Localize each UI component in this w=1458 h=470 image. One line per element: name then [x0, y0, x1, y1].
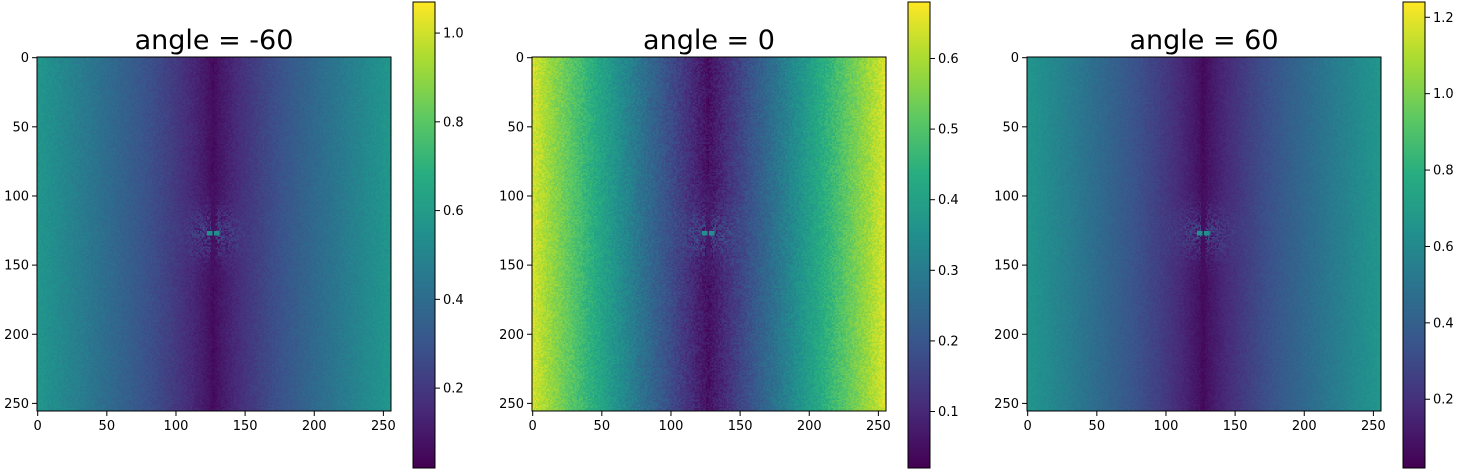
panel-1: angle = -60 0 50 100 150 200 250 0 50 100 150 200…	[4, 1, 464, 469]
colorbar-tick-label: 0.2	[938, 334, 959, 349]
y-tick-label: 50	[1002, 120, 1019, 135]
panel-2-title: angle = 0	[643, 25, 775, 56]
colorbar-tick-label: 0.3	[938, 264, 959, 279]
panel-2-heatmap-image	[532, 57, 886, 411]
x-tick-label: 200	[302, 419, 327, 434]
x-tick-label: 50	[594, 419, 611, 434]
panel-2-plot-frame	[531, 56, 887, 412]
panel-1-heatmap-image	[37, 57, 391, 411]
panel-1-colorbar-image	[413, 2, 435, 468]
colorbar-tick-label: 0.1	[938, 405, 959, 420]
x-tick-label: 100	[659, 419, 684, 434]
panel-1-title: angle = -60	[135, 25, 294, 56]
x-tick-label: 250	[371, 419, 396, 434]
panel-3-plot-frame	[1026, 56, 1382, 412]
panel-1-colorbar-axis: 0.2 0.4 0.6 0.8 1.0	[435, 27, 464, 397]
y-tick-label: 200	[4, 328, 29, 343]
y-tick-label: 50	[12, 120, 29, 135]
x-tick-label: 50	[99, 419, 116, 434]
panel-2-y-axis: 0 50 100 150 200 250	[499, 51, 532, 412]
y-tick-label: 50	[507, 120, 524, 135]
colorbar-tick-label: 0.4	[443, 293, 464, 308]
x-tick-label: 250	[866, 419, 891, 434]
x-tick-label: 250	[1361, 419, 1386, 434]
y-tick-label: 250	[499, 397, 524, 412]
panel-1-colorbar-frame	[412, 1, 436, 469]
y-tick-label: 100	[4, 189, 29, 204]
y-tick-label: 150	[4, 259, 29, 274]
panel-3-colorbar-frame	[1402, 1, 1426, 469]
colorbar-tick-label: 0.6	[1433, 240, 1454, 255]
y-tick-label: 100	[994, 189, 1019, 204]
y-tick-label: 0	[21, 51, 29, 66]
y-tick-label: 250	[994, 397, 1019, 412]
x-tick-label: 150	[233, 419, 258, 434]
y-tick-label: 100	[499, 189, 524, 204]
y-tick-label: 150	[994, 259, 1019, 274]
panel-3-heatmap-image	[1027, 57, 1381, 411]
panel-1-x-axis: 0 50 100 150 200 250	[34, 411, 396, 434]
y-tick-label: 0	[1011, 51, 1019, 66]
panel-3-colorbar-axis: 0.2 0.4 0.6 0.8 1.0 1.2	[1425, 11, 1454, 408]
x-tick-label: 150	[1223, 419, 1248, 434]
panel-2-colorbar-image	[908, 2, 930, 468]
colorbar-tick-label: 0.4	[1433, 316, 1454, 331]
panel-2-colorbar-frame	[907, 1, 931, 469]
colorbar-tick-label: 1.2	[1433, 11, 1454, 26]
x-tick-label: 50	[1089, 419, 1106, 434]
panel-3-title: angle = 60	[1129, 25, 1278, 56]
colorbar-tick-label: 1.0	[1433, 87, 1454, 102]
panel-1-plot-frame	[36, 56, 392, 412]
y-tick-label: 200	[499, 328, 524, 343]
colorbar-tick-label: 0.8	[443, 115, 464, 130]
colorbar-tick-label: 0.6	[938, 52, 959, 67]
x-tick-label: 100	[164, 419, 189, 434]
panel-2-colorbar-axis: 0.1 0.2 0.3 0.4 0.5 0.6	[930, 52, 959, 420]
x-tick-label: 0	[34, 419, 42, 434]
panel-2: angle = 0 0 50 100 150 200 250 0 50 100 150 200 25…	[499, 1, 959, 469]
x-tick-label: 200	[797, 419, 822, 434]
panel-2-x-axis: 0 50 100 150 200 250	[529, 411, 891, 434]
x-tick-label: 0	[529, 419, 537, 434]
y-tick-label: 200	[994, 328, 1019, 343]
colorbar-tick-label: 0.6	[443, 204, 464, 219]
panel-3: angle = 60 0 50 100 150 200 250 0 50 100 150 200 2…	[994, 1, 1454, 469]
colorbar-tick-label: 0.2	[443, 382, 464, 397]
y-tick-label: 150	[499, 259, 524, 274]
colorbar-tick-label: 0.8	[1433, 164, 1454, 179]
colorbar-tick-label: 0.2	[1433, 393, 1454, 408]
y-tick-label: 0	[516, 51, 524, 66]
colorbar-tick-label: 0.4	[938, 193, 959, 208]
panel-1-y-axis: 0 50 100 150 200 250	[4, 51, 37, 412]
x-tick-label: 200	[1292, 419, 1317, 434]
colorbar-tick-label: 1.0	[443, 27, 464, 42]
panel-3-y-axis: 0 50 100 150 200 250	[994, 51, 1027, 412]
x-tick-label: 100	[1154, 419, 1179, 434]
y-tick-label: 250	[4, 397, 29, 412]
panel-3-x-axis: 0 50 100 150 200 250	[1024, 411, 1386, 434]
colorbar-tick-label: 0.5	[938, 123, 959, 138]
x-tick-label: 150	[728, 419, 753, 434]
x-tick-label: 0	[1024, 419, 1032, 434]
panel-3-colorbar-image	[1403, 2, 1425, 468]
